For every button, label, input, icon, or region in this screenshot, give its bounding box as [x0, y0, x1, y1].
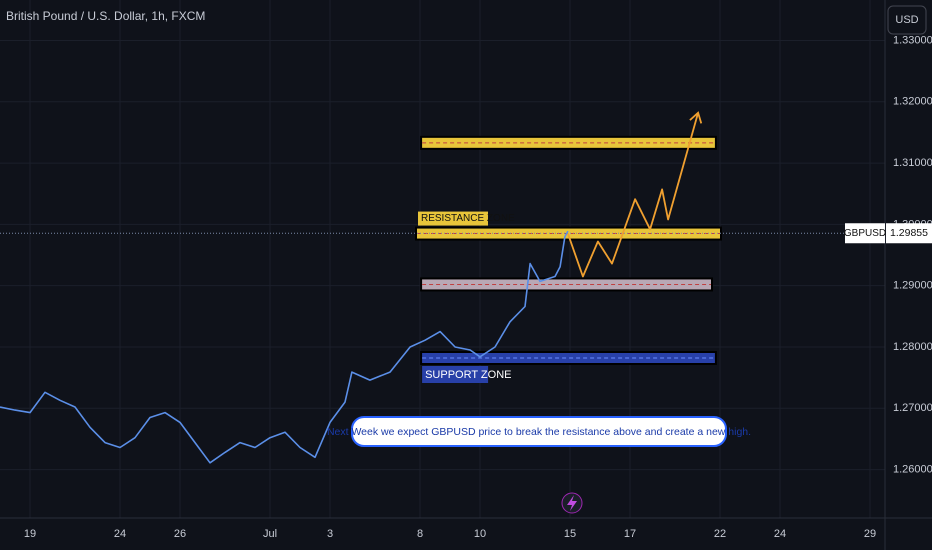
projection-arrowhead [689, 111, 703, 124]
x-tick-label: 8 [417, 528, 423, 540]
currency-button[interactable] [887, 5, 927, 35]
zone [422, 137, 715, 148]
x-tick-label: 26 [174, 528, 186, 540]
projection-line [567, 112, 699, 278]
support-label: SUPPORT ZONE [425, 369, 511, 381]
y-tick-label: 1.31000 [893, 157, 932, 169]
support-label-bg [422, 366, 489, 384]
price-line [0, 230, 569, 464]
annotation-box [351, 416, 727, 447]
resistance-label-bg [418, 211, 488, 226]
x-tick-label: 19 [24, 528, 36, 540]
y-tick-label: 1.28000 [893, 341, 932, 353]
symbol-tag [845, 223, 885, 244]
zone [422, 353, 715, 364]
y-tick-label: 1.32000 [893, 96, 932, 108]
x-tick-label: Jul [263, 528, 277, 540]
replay-icon[interactable] [561, 492, 583, 514]
y-tick-label: 1.29000 [893, 280, 932, 292]
chart-title: British Pound / U.S. Dollar, 1h, FXCM [6, 9, 205, 23]
resistance-label: RESISTANCE ZONE [421, 213, 515, 224]
y-tick-label: 1.27000 [893, 402, 932, 414]
y-tick-label: 1.33000 [893, 34, 932, 46]
x-tick-label: 17 [624, 528, 636, 540]
currency-label: USD [895, 14, 918, 26]
x-tick-label: 29 [864, 528, 876, 540]
annotation-text: Next Week we expect GBPUSD price to brea… [327, 426, 751, 438]
zone [422, 279, 711, 290]
x-tick-label: 10 [474, 528, 486, 540]
x-tick-label: 24 [774, 528, 786, 540]
y-tick-label: 1.26000 [893, 463, 932, 475]
x-tick-label: 22 [714, 528, 726, 540]
symbol-label: GBPUSD [844, 228, 886, 239]
x-tick-label: 15 [564, 528, 576, 540]
price-tag [886, 223, 932, 244]
x-tick-label: 24 [114, 528, 126, 540]
last-price-label: 1.29855 [890, 227, 928, 239]
x-tick-label: 3 [327, 528, 333, 540]
